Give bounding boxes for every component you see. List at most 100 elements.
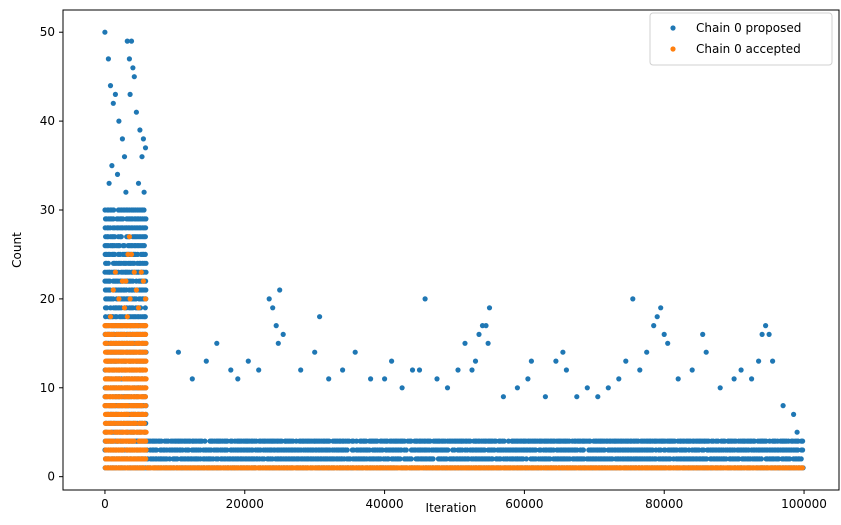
- proposed-point: [665, 340, 671, 346]
- proposed-point: [651, 323, 657, 329]
- y-tick-label: 10: [40, 381, 55, 395]
- proposed-point: [112, 234, 118, 240]
- proposed-point: [203, 358, 209, 364]
- x-tick-label: 100000: [781, 497, 827, 511]
- proposed-point: [142, 251, 148, 257]
- accepted-point: [142, 394, 148, 400]
- proposed-point: [469, 367, 475, 373]
- accepted-point: [120, 447, 126, 453]
- proposed-point: [489, 456, 495, 462]
- proposed-point: [486, 305, 493, 311]
- proposed-point: [399, 385, 405, 391]
- proposed-point: [409, 367, 416, 373]
- proposed-point: [416, 367, 423, 373]
- proposed-point: [141, 207, 147, 213]
- accepted-point: [124, 314, 130, 320]
- y-axis-ticks: 0 10 20 30 40 50: [40, 25, 63, 484]
- accepted-point: [143, 438, 149, 444]
- proposed-point: [776, 456, 782, 462]
- proposed-point: [105, 56, 111, 62]
- proposed-point: [658, 305, 664, 311]
- accepted-point: [126, 234, 132, 240]
- accepted-point: [141, 465, 147, 471]
- proposed-point: [133, 109, 139, 115]
- accepted-point: [108, 429, 115, 435]
- accepted-point: [135, 305, 142, 311]
- accepted-point: [127, 296, 133, 302]
- proposed-point: [127, 91, 133, 97]
- accepted-point: [140, 278, 146, 284]
- proposed-point: [476, 331, 482, 337]
- plot-area: [62, 9, 840, 491]
- accepted-point: [143, 447, 149, 453]
- proposed-point: [763, 323, 769, 329]
- proposed-point: [167, 456, 173, 462]
- proposed-point: [759, 331, 765, 337]
- proposed-point: [462, 340, 468, 346]
- proposed-point: [116, 118, 122, 124]
- proposed-point: [675, 376, 681, 382]
- accepted-point: [143, 411, 149, 417]
- accepted-point: [138, 269, 144, 275]
- accepted-point: [143, 403, 149, 409]
- proposed-point: [455, 367, 461, 373]
- x-tick-label: 60000: [505, 497, 543, 511]
- proposed-point: [353, 438, 360, 444]
- proposed-point: [120, 216, 126, 222]
- proposed-point: [542, 394, 549, 400]
- proposed-point: [142, 234, 148, 240]
- proposed-point: [798, 456, 804, 462]
- proposed-point: [118, 234, 124, 240]
- proposed-point: [141, 243, 147, 249]
- proposed-point: [661, 331, 667, 337]
- proposed-point: [102, 29, 108, 35]
- proposed-point: [142, 305, 148, 311]
- proposed-point: [644, 349, 650, 355]
- proposed-point: [731, 376, 737, 382]
- proposed-point: [422, 296, 428, 302]
- y-axis-label: Count: [10, 232, 24, 268]
- x-tick-label: 20000: [226, 497, 264, 511]
- proposed-point: [112, 91, 118, 97]
- proposed-point: [584, 385, 590, 391]
- proposed-point: [340, 367, 346, 373]
- proposed-point: [128, 38, 135, 44]
- proposed-point: [560, 349, 566, 355]
- proposed-point: [368, 376, 374, 382]
- y-tick-label: 40: [40, 114, 55, 128]
- proposed-point: [326, 376, 332, 382]
- accepted-point: [133, 287, 139, 293]
- proposed-point: [563, 367, 570, 373]
- proposed-point: [525, 376, 531, 382]
- proposed-point: [770, 358, 776, 364]
- data-marks: [102, 29, 806, 471]
- proposed-point: [273, 323, 279, 329]
- proposed-point: [654, 314, 660, 320]
- accepted-point: [116, 376, 123, 382]
- proposed-point: [224, 447, 230, 453]
- legend-label-proposed: Chain 0 proposed: [696, 21, 801, 35]
- accepted-point: [143, 376, 149, 382]
- proposed-point: [312, 349, 318, 355]
- accepted-point: [107, 314, 114, 320]
- proposed-point: [472, 358, 479, 364]
- accepted-point: [143, 429, 149, 435]
- proposed-point: [104, 305, 110, 311]
- proposed-point: [119, 136, 125, 142]
- y-tick-label: 0: [47, 470, 55, 484]
- proposed-point: [245, 358, 251, 364]
- legend-frame: [649, 12, 833, 66]
- proposed-point: [111, 207, 117, 213]
- proposed-point: [758, 456, 765, 462]
- accepted-point: [112, 269, 118, 275]
- proposed-point: [174, 456, 180, 462]
- proposed-point: [445, 447, 451, 453]
- proposed-point: [116, 243, 123, 249]
- proposed-point: [143, 287, 149, 293]
- proposed-point: [630, 296, 636, 302]
- proposed-point: [235, 376, 241, 382]
- proposed-point: [121, 154, 128, 160]
- proposed-point: [787, 456, 793, 462]
- accepted-point: [799, 465, 806, 471]
- proposed-point: [143, 260, 149, 266]
